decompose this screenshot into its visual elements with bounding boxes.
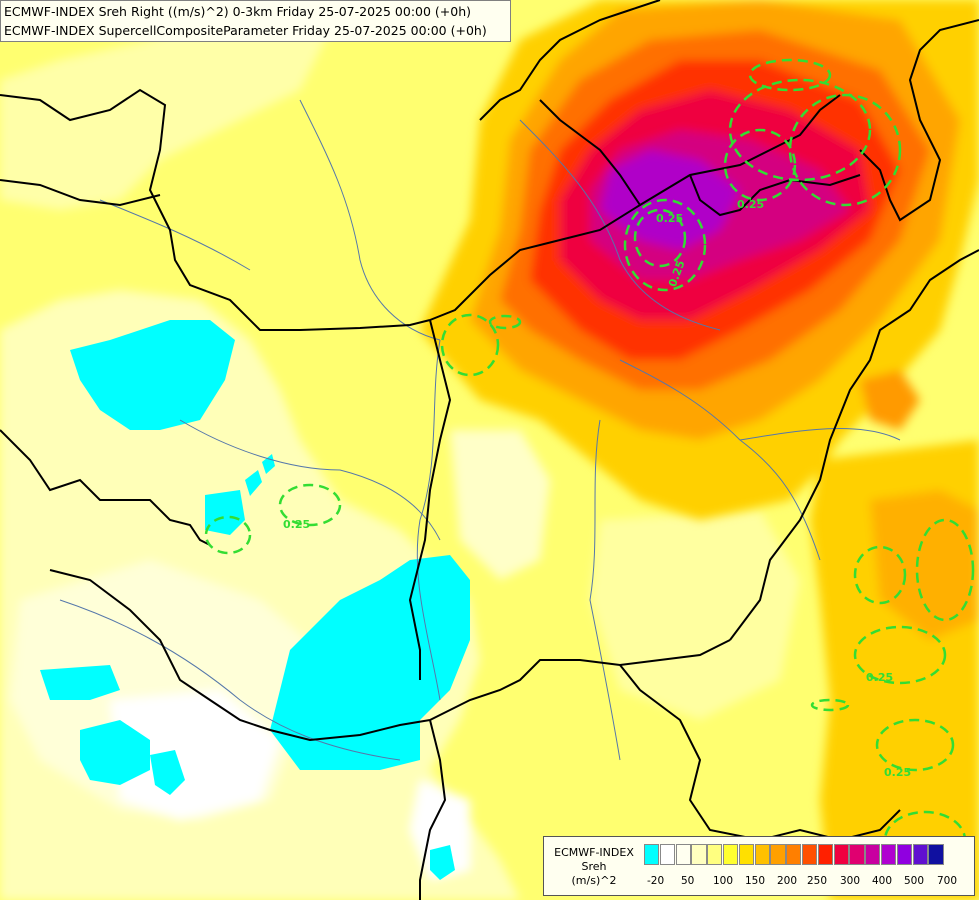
legend-swatch [754,844,770,865]
legend-variable: Sreh [581,860,607,873]
legend-swatch [849,844,865,865]
legend-swatch [691,844,707,865]
legend-swatch [659,844,676,865]
legend-swatch [912,844,928,865]
scp-contours [204,58,975,870]
rivers [59,99,901,761]
legend-swatch [738,844,755,865]
legend-tick-label: 400 [872,875,893,887]
scp-label: 0.25 [884,766,911,779]
legend-swatch [707,844,723,865]
scp-label: 0.25 [656,212,683,225]
legend-tick-label: 200 [777,875,798,887]
legend-swatch [675,844,691,865]
map-title-scp: ECMWF-INDEX SupercellCompositeParameter … [4,23,487,38]
legend-tick-label: 300 [840,875,861,887]
legend-tick-label: 500 [904,875,925,887]
legend-label: ECMWF-INDEX Sreh (m/s)^2 [549,846,639,888]
legend-title: ECMWF-INDEX [554,846,634,859]
legend-tick-labels: -20 50 100 150 200 250 300 400 500 700 [639,875,969,889]
legend-swatch [928,844,944,865]
legend-tick-label: 700 [937,875,958,887]
legend-swatch [896,844,913,865]
legend-color-scale [644,844,944,865]
legend-swatch [865,844,881,865]
legend-tick-label: 250 [807,875,828,887]
legend-tick-label: 50 [681,875,695,887]
color-legend: ECMWF-INDEX Sreh (m/s)^2 -20 50 100 150 200 2… [543,836,975,896]
sreh-high-zone [420,0,979,900]
legend-swatch [644,844,660,865]
sreh-negative-zones [40,320,470,880]
legend-tick-label: 150 [745,875,766,887]
scp-label: 0.25 [283,518,310,531]
legend-swatch [817,844,834,865]
legend-swatch [801,844,818,865]
legend-swatch [770,844,786,865]
legend-tick-label: 100 [713,875,734,887]
scp-label: 0.25 [737,198,764,211]
legend-swatch [722,844,739,865]
legend-swatch [880,844,897,865]
map-title-sreh: ECMWF-INDEX Sreh Right ((m/s)^2) 0-3km F… [4,4,472,19]
scp-label: 0.25 [866,671,893,684]
legend-swatch [833,844,849,865]
map-title-box: ECMWF-INDEX Sreh Right ((m/s)^2) 0-3km F… [0,0,511,42]
legend-swatch [786,844,802,865]
legend-tick-label: -20 [647,875,665,887]
legend-unit: (m/s)^2 [571,874,617,887]
